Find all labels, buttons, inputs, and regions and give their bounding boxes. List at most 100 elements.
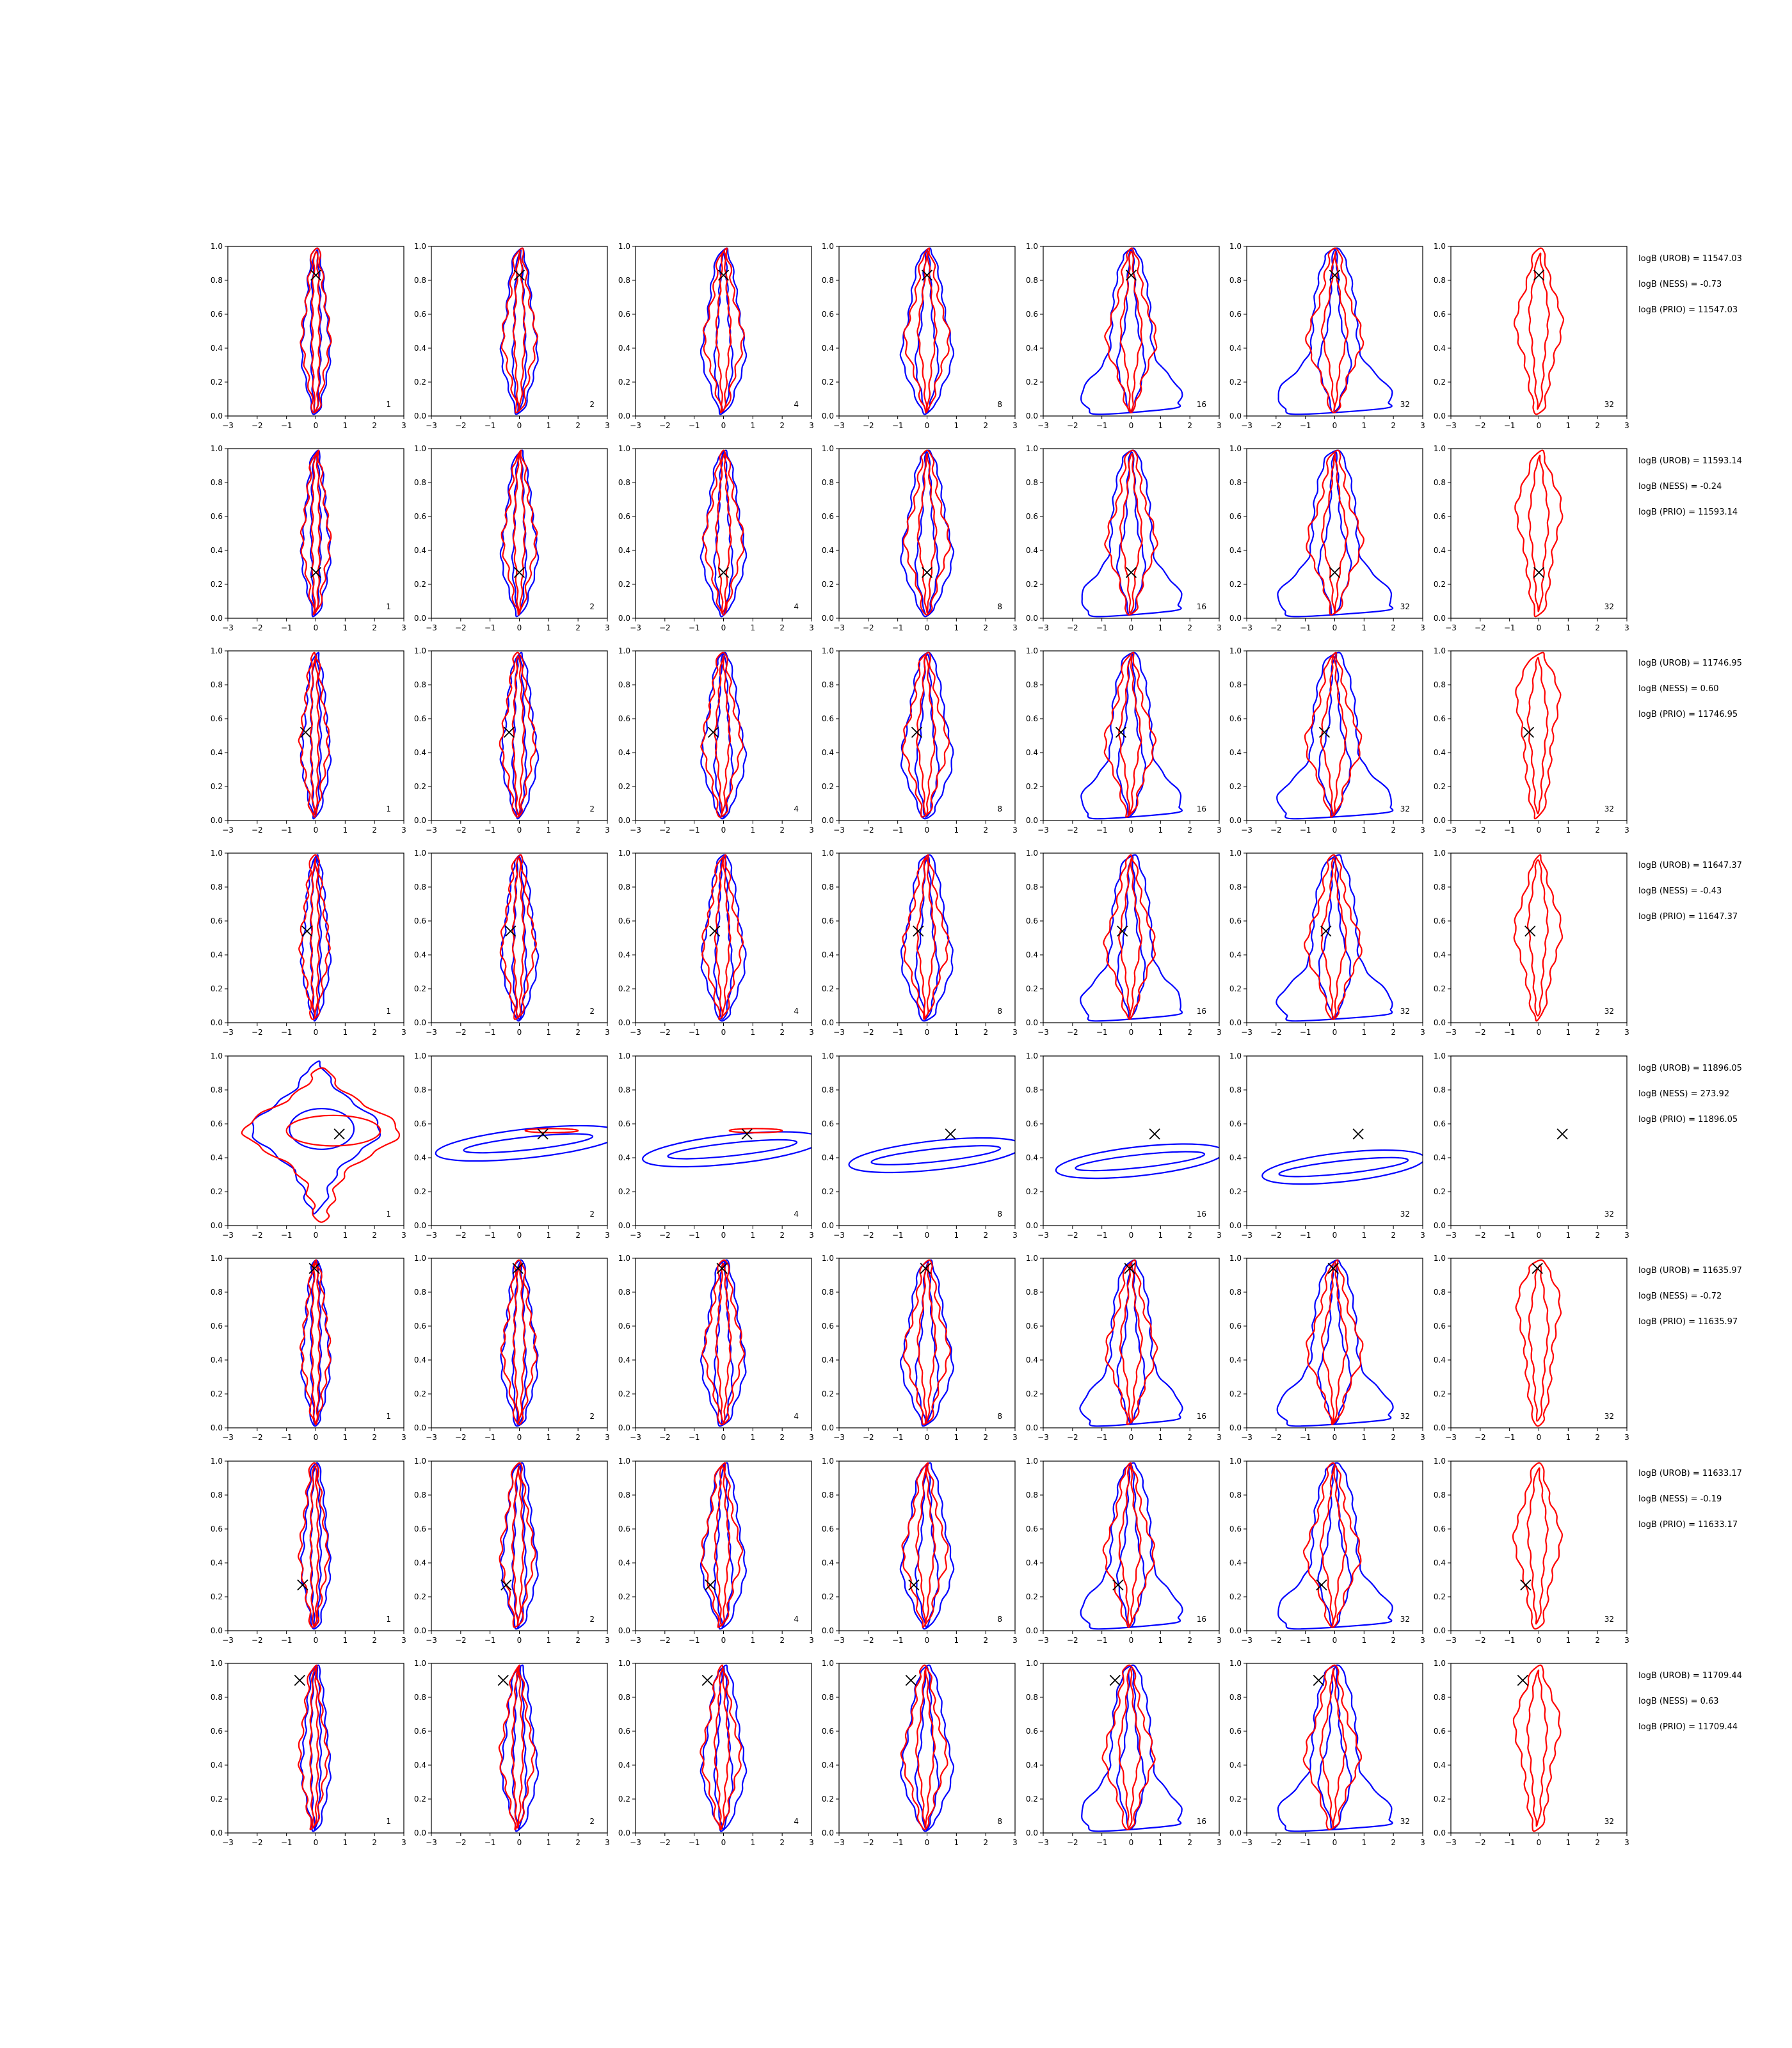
y-tick-label: 0.4 <box>1434 1761 1446 1770</box>
x-tick-label: 0 <box>314 826 319 835</box>
panel-r7-c4: −3 −2 −1 0 1 2 3 0.0 0.2 0.4 0.6 0.8 1.0 8 <box>822 1457 1018 1645</box>
contour-group <box>1513 247 1565 415</box>
red-contour-3 <box>1304 854 1363 1020</box>
axes-frame <box>838 1258 1016 1428</box>
red-contour-4 <box>714 1465 731 1627</box>
y-tick-label: 0.0 <box>1229 1018 1242 1027</box>
blue-contour-2 <box>1075 1151 1206 1172</box>
blue-contour-2 <box>1278 1156 1409 1178</box>
true-value-marker <box>921 566 933 579</box>
y-tick-label: 0.0 <box>211 614 223 623</box>
y-tick-label: 0.4 <box>1434 1356 1446 1364</box>
red-contour-4 <box>512 1262 526 1424</box>
x-tick-label: 2 <box>1187 1028 1192 1037</box>
axes-frame <box>838 246 1016 417</box>
x-tick-label: 3 <box>401 1636 406 1645</box>
x-tick-label: 3 <box>401 1838 406 1847</box>
x-tick-label: −2 <box>455 826 467 835</box>
axes-frame <box>838 1460 1016 1631</box>
x-tick-label: 0 <box>925 826 930 835</box>
panel-r3-c7: −3 −2 −1 0 1 2 3 0.0 0.2 0.4 0.6 0.8 1.0 32 <box>1434 646 1629 835</box>
x-tick-label: 1 <box>547 1028 552 1037</box>
y-tick-label: 0.0 <box>1229 412 1242 420</box>
x-tick-label: 2 <box>575 623 580 632</box>
x-tick-label: 0 <box>517 826 522 835</box>
axes-frame <box>1246 246 1423 417</box>
y-tick-label: 1.0 <box>1229 1659 1242 1668</box>
x-tick-label: −2 <box>1067 1636 1078 1645</box>
y-tick-label: 0.0 <box>1434 1221 1446 1230</box>
y-tick-label: 0.0 <box>822 1221 834 1230</box>
y-tick-label: 0.4 <box>211 546 223 555</box>
y-tick-label: 0.6 <box>414 1727 426 1736</box>
x-tick-label: 1 <box>343 623 348 632</box>
x-tick-label: 3 <box>401 421 406 430</box>
y-tick-label: 1.0 <box>1026 1659 1038 1668</box>
x-tick-label: −2 <box>1475 1838 1486 1847</box>
true-value-marker <box>1517 1674 1528 1686</box>
x-tick-label: −1 <box>892 1028 904 1037</box>
x-tick-label: −1 <box>1504 826 1516 835</box>
y-tick-label: 0.2 <box>1434 1795 1446 1804</box>
panel-r4-c3: −3 −2 −1 0 1 2 3 0.0 0.2 0.4 0.6 0.8 1.0 4 <box>618 849 814 1037</box>
y-tick-label: 0.4 <box>1026 748 1038 757</box>
panel-label: 32 <box>1604 1817 1614 1826</box>
x-tick-label: −3 <box>222 1636 234 1645</box>
blue-contour-2 <box>870 1145 1002 1165</box>
panel-label: 32 <box>1604 804 1614 813</box>
contour-group <box>899 1259 954 1427</box>
axes-frame <box>227 448 404 619</box>
contour-group <box>1514 449 1564 618</box>
contour-group <box>1515 652 1562 820</box>
red-contour-4 <box>310 250 321 412</box>
blue-contour-1 <box>1261 1149 1423 1185</box>
y-tick-label: 0.8 <box>211 478 223 487</box>
y-tick-label: 0.8 <box>211 1693 223 1702</box>
blue-contour-1 <box>300 1462 332 1630</box>
y-tick-label: 0.8 <box>1434 883 1446 892</box>
x-tick-label: 1 <box>343 1838 348 1847</box>
red-contour-1 <box>1512 1462 1564 1630</box>
x-tick-label: 1 <box>751 623 756 632</box>
contour-group <box>700 1259 747 1427</box>
y-tick-label: 0.2 <box>1026 378 1038 387</box>
y-tick-label: 0.6 <box>822 916 834 925</box>
x-tick-label: 3 <box>1012 826 1018 835</box>
x-tick-label: 2 <box>575 1231 580 1240</box>
x-tick-label: 0 <box>517 1838 522 1847</box>
y-tick-label: 0.6 <box>1434 1524 1446 1533</box>
x-tick-label: −3 <box>426 826 437 835</box>
x-tick-label: −3 <box>426 421 437 430</box>
y-tick-label: 0.2 <box>1229 1389 1242 1398</box>
x-tick-label: −3 <box>1241 1838 1252 1847</box>
true-value-marker <box>705 1579 716 1591</box>
x-tick-label: 0 <box>1332 1636 1338 1645</box>
y-tick-label: 0.6 <box>1434 1322 1446 1331</box>
contour-group <box>499 449 540 618</box>
x-tick-label: 0 <box>1129 623 1134 632</box>
x-tick-label: −2 <box>863 1231 874 1240</box>
panel-r2-c6: −3 −2 −1 0 1 2 3 0.0 0.2 0.4 0.6 0.8 1.0 32 <box>1229 444 1425 632</box>
contour-group <box>1081 1664 1183 1832</box>
panel-r3-c2: −3 −2 −1 0 1 2 3 0.0 0.2 0.4 0.6 0.8 1.0 2 <box>414 646 610 835</box>
x-tick-label: 1 <box>343 421 348 430</box>
contour-group <box>499 854 540 1022</box>
x-tick-label: −1 <box>1504 1636 1516 1645</box>
true-value-marker <box>921 269 933 281</box>
y-tick-label: 0.4 <box>414 950 426 959</box>
true-value-marker <box>905 1674 916 1686</box>
y-tick-label: 1.0 <box>822 646 834 655</box>
y-tick-label: 0.8 <box>822 680 834 689</box>
red-contour-2 <box>1528 252 1550 410</box>
red-contour-4 <box>1118 857 1143 1019</box>
blue-contour-1 <box>1081 449 1183 618</box>
y-tick-label: 0.2 <box>1434 782 1446 791</box>
panel-label: 16 <box>1197 1007 1206 1016</box>
x-tick-label: −1 <box>1504 421 1516 430</box>
x-tick-label: 3 <box>809 826 814 835</box>
x-tick-label: 0 <box>1332 623 1338 632</box>
x-tick-label: −3 <box>630 1433 641 1442</box>
y-tick-label: 0.4 <box>414 1761 426 1770</box>
x-tick-label: 0 <box>721 1231 726 1240</box>
x-tick-label: −3 <box>1037 421 1049 430</box>
